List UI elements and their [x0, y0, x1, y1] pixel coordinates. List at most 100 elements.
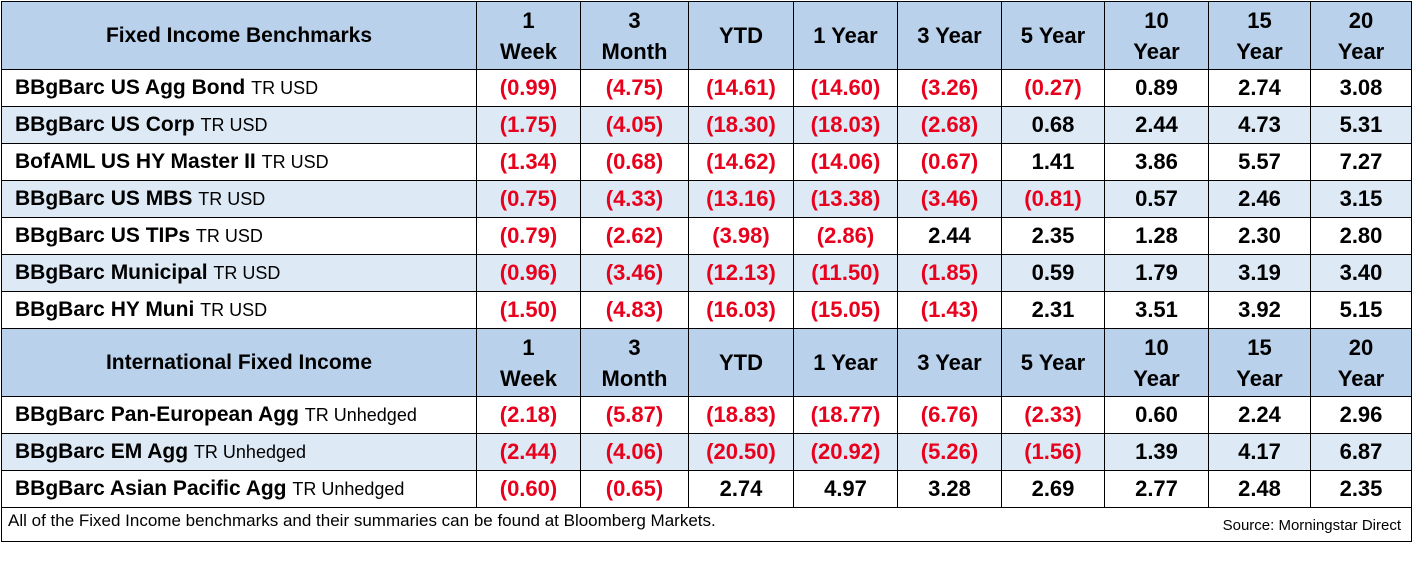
benchmark-name-cell: BBgBarc Pan-European Agg TR Unhedged [1, 396, 477, 434]
column-header: YTD [688, 1, 794, 70]
table-row: BBgBarc EM Agg TR Unhedged (2.44) (4.06) (2… [1, 433, 1412, 471]
return-value: 4.73 [1208, 106, 1311, 144]
return-value: (4.75) [580, 69, 689, 107]
return-value: 0.68 [1001, 106, 1105, 144]
benchmark-suffix: TR USD [200, 115, 268, 135]
international-header-row: International Fixed Income 1 Week 3 Month YTD… [1, 328, 1412, 397]
column-header-text: 3 Year [917, 23, 982, 48]
column-header: 20 Year [1310, 1, 1412, 70]
benchmark-name: BBgBarc US Corp [15, 113, 195, 136]
benchmark-name-cell: BBgBarc EM Agg TR Unhedged [1, 433, 477, 471]
return-value: (2.62) [580, 217, 689, 255]
return-value: (3.46) [580, 254, 689, 292]
return-value: (3.46) [897, 180, 1002, 218]
return-value: 5.31 [1310, 106, 1412, 144]
benchmark-name: BBgBarc Asian Pacific Agg [15, 477, 287, 500]
return-value: 2.69 [1001, 470, 1105, 508]
return-value: 2.30 [1208, 217, 1311, 255]
benchmark-name-cell: BBgBarc US TIPs TR USD [1, 217, 477, 255]
return-value: 2.80 [1310, 217, 1412, 255]
return-value: 3.51 [1104, 291, 1209, 329]
return-value: 3.08 [1310, 69, 1412, 107]
return-value: (14.62) [688, 143, 794, 181]
return-value: (0.60) [476, 470, 581, 508]
benchmark-name-cell: BBgBarc HY Muni TR USD [1, 291, 477, 329]
footer-cell: All of the Fixed Income benchmarks and t… [1, 507, 1412, 542]
column-header-text: Month [601, 38, 668, 64]
return-value: (0.96) [476, 254, 581, 292]
return-value: 1.28 [1104, 217, 1209, 255]
return-value: (0.75) [476, 180, 581, 218]
table-row: BBgBarc US Agg Bond TR USD (0.99) (4.75) (1… [1, 69, 1412, 107]
return-value: 2.77 [1104, 470, 1209, 508]
return-value: (18.30) [688, 106, 794, 144]
return-value: (2.33) [1001, 396, 1105, 434]
column-header-text: 3 [628, 334, 641, 360]
return-value: (16.03) [688, 291, 794, 329]
column-header: 10 Year [1104, 1, 1209, 70]
table-row: BBgBarc US TIPs TR USD (0.79) (2.62) (3.98)… [1, 217, 1412, 255]
benchmark-suffix: TR USD [195, 226, 263, 246]
return-value: (14.06) [793, 143, 898, 181]
return-value: 2.44 [897, 217, 1002, 255]
column-header: 3 Year [897, 1, 1002, 70]
return-value: 3.28 [897, 470, 1002, 508]
column-header-text: 1 Year [813, 350, 878, 375]
return-value: (0.27) [1001, 69, 1105, 107]
return-value: 0.59 [1001, 254, 1105, 292]
benchmark-suffix: TR USD [200, 300, 268, 320]
benchmark-name: BBgBarc Pan-European Agg [15, 403, 299, 426]
fixed-income-header-row: Fixed Income Benchmarks 1 Week 3 Month YTD 1 Y… [1, 1, 1412, 70]
return-value: (5.87) [580, 396, 689, 434]
return-value: (18.03) [793, 106, 898, 144]
column-header-text: Year [1133, 365, 1180, 391]
return-value: 2.35 [1001, 217, 1105, 255]
table-row: BBgBarc US MBS TR USD (0.75) (4.33) (13.16)… [1, 180, 1412, 218]
return-value: (1.50) [476, 291, 581, 329]
table-row: BBgBarc Municipal TR USD (0.96) (3.46) (12.… [1, 254, 1412, 292]
column-header: 5 Year [1001, 1, 1105, 70]
column-header: 1 Year [793, 1, 898, 70]
column-header-text: Week [499, 365, 558, 391]
return-value: (3.98) [688, 217, 794, 255]
column-header: 5 Year [1001, 328, 1105, 397]
column-header-text: 10 [1144, 7, 1169, 33]
return-value: (0.65) [580, 470, 689, 508]
source-credit: Source: Morningstar Direct [1222, 517, 1401, 534]
column-header-text: 3 Year [917, 350, 982, 375]
table-row: BBgBarc Pan-European Agg TR Unhedged (2.1… [1, 396, 1412, 434]
column-header-text: 3 [628, 7, 641, 33]
column-header: 3 Month [580, 328, 689, 397]
column-header-text: 15 [1247, 7, 1272, 33]
return-value: 4.97 [793, 470, 898, 508]
column-header: 20 Year [1310, 328, 1412, 397]
return-value: 1.79 [1104, 254, 1209, 292]
return-value: 7.27 [1310, 143, 1412, 181]
fixed-income-title: Fixed Income Benchmarks [1, 1, 477, 70]
benchmark-name-cell: BBgBarc Municipal TR USD [1, 254, 477, 292]
return-value: (0.67) [897, 143, 1002, 181]
return-value: (0.79) [476, 217, 581, 255]
return-value: 1.41 [1001, 143, 1105, 181]
column-header-text: Week [499, 38, 558, 64]
return-value: (18.83) [688, 396, 794, 434]
column-header-text: 5 Year [1020, 23, 1086, 48]
return-value: (20.92) [793, 433, 898, 471]
benchmark-name: BBgBarc US MBS [15, 187, 193, 210]
column-header: YTD [688, 328, 794, 397]
return-value: (2.18) [476, 396, 581, 434]
benchmark-name-cell: BofAML US HY Master II TR USD [1, 143, 477, 181]
international-title: International Fixed Income [1, 328, 477, 397]
column-header-text: 20 [1348, 7, 1374, 33]
return-value: 3.92 [1208, 291, 1311, 329]
return-value: 2.24 [1208, 396, 1311, 434]
benchmark-name: BofAML US HY Master II [15, 150, 256, 173]
return-value: (14.60) [793, 69, 898, 107]
benchmark-name-cell: BBgBarc US Corp TR USD [1, 106, 477, 144]
benchmark-name-cell: BBgBarc US Agg Bond TR USD [1, 69, 477, 107]
column-header-text: YTD [719, 350, 763, 375]
column-header-text: Year [1133, 38, 1180, 64]
column-header: 1 Year [793, 328, 898, 397]
table-row: BofAML US HY Master II TR USD (1.34) (0.68… [1, 143, 1412, 181]
return-value: (15.05) [793, 291, 898, 329]
